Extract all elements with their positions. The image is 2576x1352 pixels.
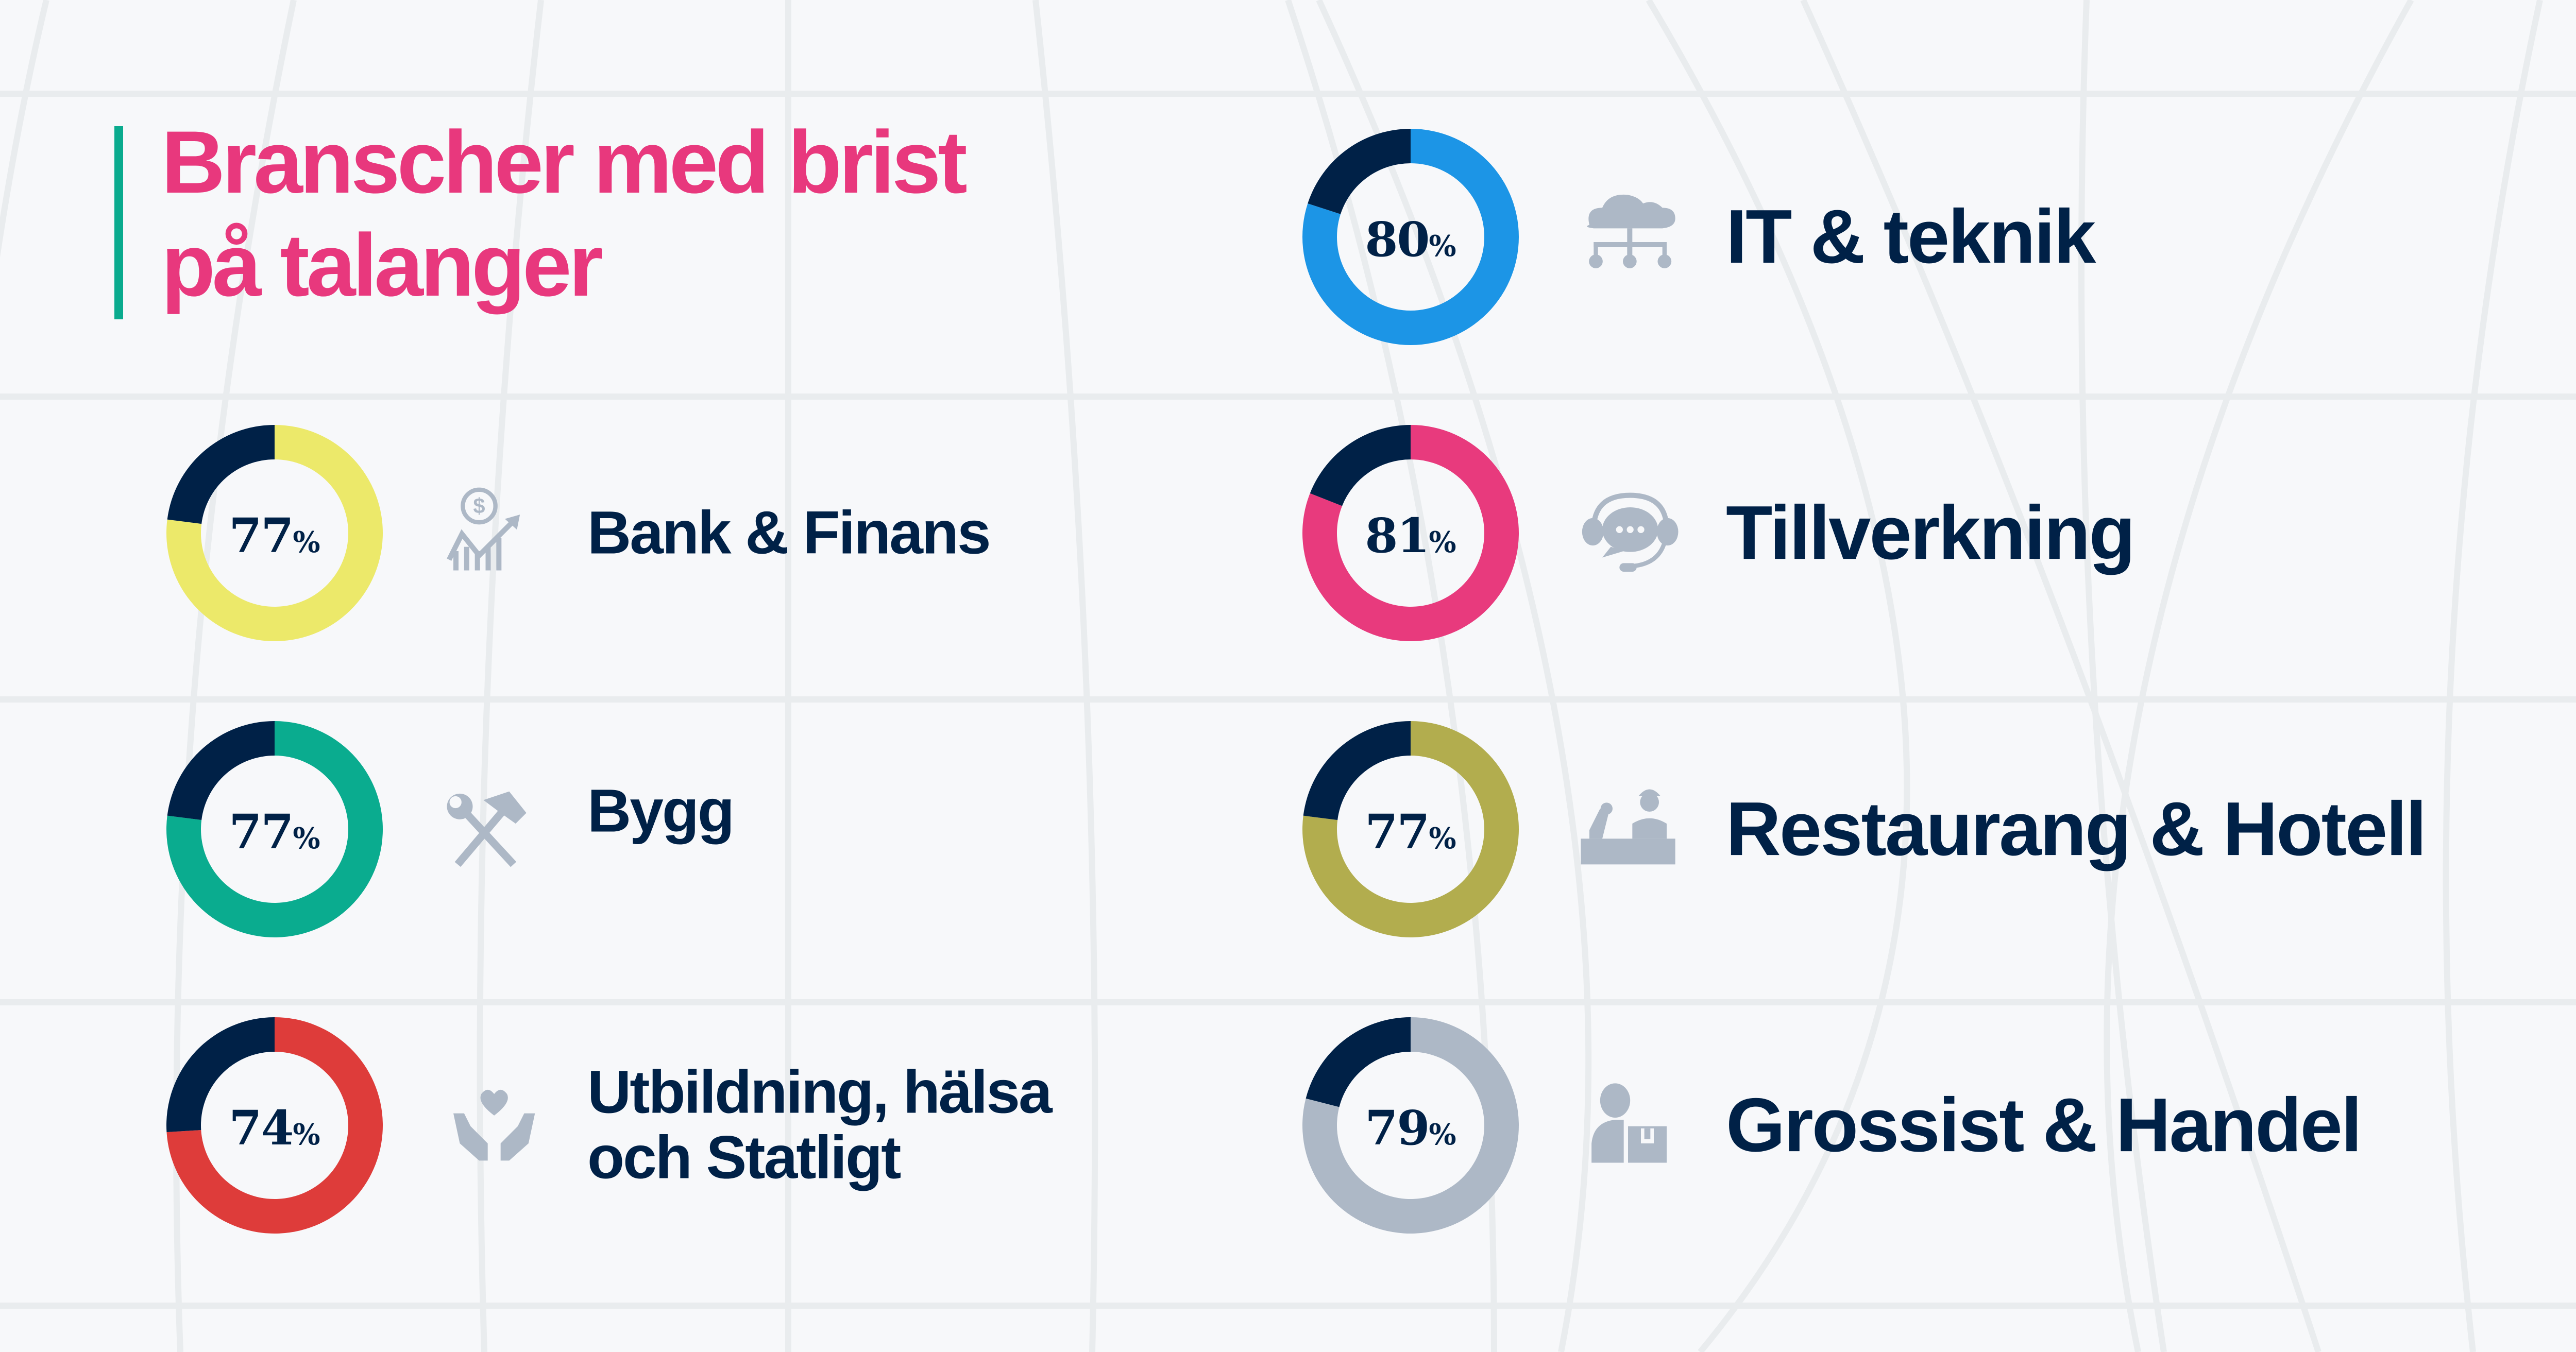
headset-chat-icon: [1577, 481, 1680, 586]
percent-value: 74: [229, 1100, 294, 1156]
industry-label-line: IT & teknik: [1726, 194, 2096, 280]
donut-percent-label: 81%: [1365, 508, 1456, 563]
donut-value-segment: [1302, 425, 1519, 641]
industry-label-line: Bygg: [587, 777, 735, 845]
percent-value: 77: [1365, 804, 1430, 860]
hammer-wrench-icon: [440, 777, 544, 882]
industry-label-line: Bank & Finans: [587, 499, 991, 567]
page-title: Branscher med brist på talanger: [161, 111, 968, 317]
hands-heart-icon: [440, 1073, 544, 1178]
cloud-network-icon: [1577, 184, 1680, 290]
donut-remainder-segment: [1306, 1017, 1411, 1107]
title-accent-bar: [114, 126, 123, 319]
donut-value-segment: [1302, 1017, 1519, 1234]
donut-value-segment: [166, 1017, 383, 1234]
industry-label-line: Utbildning, hälsa: [587, 1058, 1053, 1126]
industry-label: Grossist & Handel: [1726, 1083, 2362, 1168]
percent-symbol: %: [293, 822, 320, 855]
donut-value-segment: [1302, 129, 1519, 346]
industry-label: IT & teknik: [1726, 194, 2096, 280]
percent-value: 77: [229, 508, 294, 563]
person-box-icon: [1577, 1073, 1680, 1178]
percent-value: 81: [1365, 508, 1430, 563]
donut-remainder-segment: [1308, 129, 1411, 214]
percent-symbol: %: [1429, 1118, 1456, 1152]
title-line-2: på talanger: [161, 216, 603, 315]
industry-label-line: Restaurang & Hotell: [1726, 786, 2427, 872]
donut-percent-label: 80%: [1365, 212, 1456, 267]
donut-remainder-segment: [1303, 721, 1411, 820]
title-line-1: Branscher med brist: [161, 113, 968, 212]
percent-value: 79: [1365, 1100, 1430, 1156]
industry-label-line: Grossist & Handel: [1726, 1083, 2362, 1168]
percent-symbol: %: [1429, 822, 1456, 855]
industry-label: Tillverkning: [1726, 490, 2136, 576]
percent-value: 80: [1365, 212, 1430, 267]
donut-percent-label: 77%: [1365, 804, 1456, 860]
donut-remainder-segment: [166, 1017, 275, 1133]
donut-remainder-segment: [1310, 425, 1411, 506]
donut-percent-label: 74%: [229, 1100, 320, 1156]
percent-value: 77: [229, 804, 294, 860]
donut-value-segment: [1302, 721, 1519, 937]
donut-remainder-segment: [167, 721, 275, 820]
donut-percent-label: 77%: [229, 508, 320, 563]
industry-label: Restaurang & Hotell: [1726, 786, 2427, 872]
donut-remainder-segment: [167, 425, 275, 524]
percent-symbol: %: [293, 1118, 320, 1152]
percent-symbol: %: [1429, 525, 1456, 559]
percent-symbol: %: [293, 525, 320, 559]
industry-label: Bygg: [587, 777, 735, 845]
percent-symbol: %: [1429, 229, 1456, 263]
donut-value-segment: [166, 721, 383, 938]
industry-label: Utbildning, hälsa och Statligt: [587, 1058, 1053, 1192]
donut-value-segment: [166, 425, 383, 641]
donut-percent-label: 79%: [1365, 1100, 1456, 1156]
industry-label: Bank & Finans: [587, 499, 991, 567]
money-growth-chart-icon: [440, 481, 544, 586]
industry-label-line: och Statligt: [587, 1124, 901, 1192]
donut-percent-label: 77%: [229, 804, 320, 860]
worker-factory-icon: [1577, 777, 1680, 882]
industry-label-line: Tillverkning: [1726, 490, 2136, 576]
